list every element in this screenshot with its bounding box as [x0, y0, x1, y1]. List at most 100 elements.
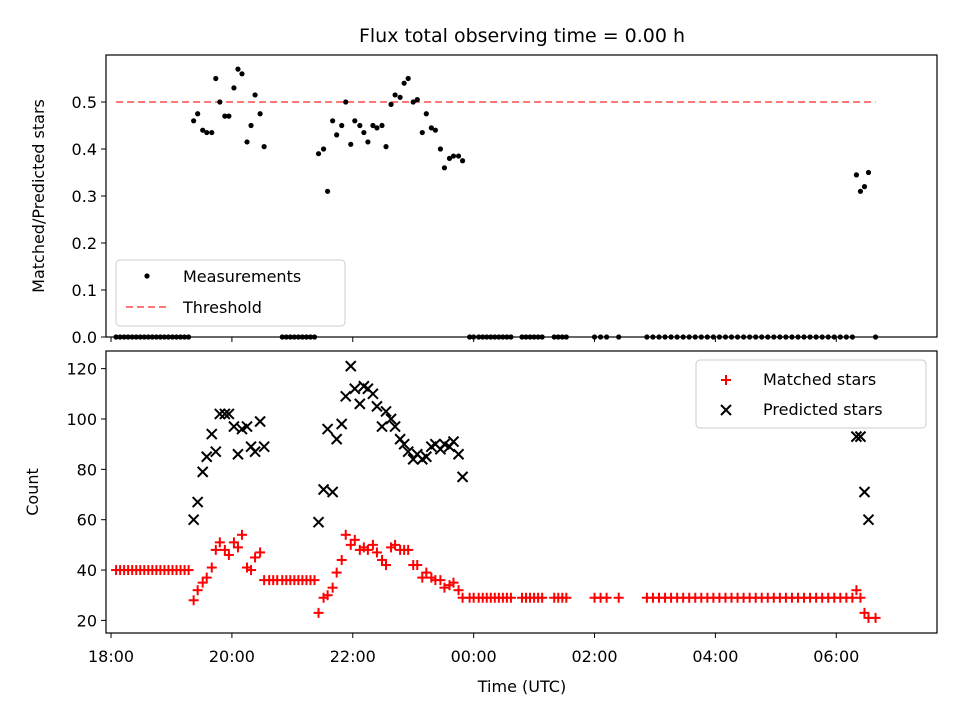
measurement-point [235, 66, 241, 72]
chart-title: Flux total observing time = 0.00 h [359, 25, 685, 47]
matched-star-point [197, 577, 208, 588]
predicted-star-point [345, 360, 357, 372]
measurement-point [195, 111, 201, 117]
predicted-star-stroke [452, 448, 465, 460]
matched-star-point [214, 537, 225, 548]
predicted-star-point [335, 418, 348, 430]
measurement-point [217, 99, 223, 105]
bottom-plot-marks [111, 360, 881, 623]
predicted-star-point [389, 420, 401, 433]
matched-star-point [855, 592, 866, 603]
measurement-point [405, 75, 411, 82]
measurement-point [325, 188, 331, 194]
matched-star-point [250, 552, 261, 563]
measurement-point [252, 92, 258, 98]
predicted-star-stroke [187, 513, 200, 526]
measurement-point [370, 122, 376, 129]
predicted-star-point [354, 398, 366, 410]
bottom-y-tick-label: 40 [77, 561, 97, 580]
measurement-point [441, 165, 448, 171]
bottom-axes: 20 40 60 80 100 120 18:00 20:00 22:00 00:00 02:00 0… [66, 350, 938, 666]
matched-star-point [613, 592, 624, 603]
top-plot-panel: 0.0 0.1 0.2 0.3 0.4 0.5 Matched/Predicted sta… [29, 54, 938, 347]
legend-label-matched-stars: Matched stars [763, 370, 876, 389]
predicted-star-stroke [850, 430, 863, 443]
predicted-star-point [223, 408, 235, 420]
predicted-star-stroke [362, 383, 374, 395]
measurement-point [200, 127, 206, 133]
matched-star-point [201, 572, 212, 583]
matched-star-point [340, 529, 351, 540]
predicted-star-stroke [345, 360, 357, 372]
predicted-star-point [232, 448, 244, 460]
predicted-star-stroke [354, 398, 366, 410]
bottom-y-tick-label: 80 [77, 460, 97, 479]
predicted-star-stroke [191, 496, 204, 508]
x-tick-label: 06:00 [813, 647, 859, 666]
legend-marker-measurements [144, 273, 150, 279]
matched-star-point [439, 582, 450, 593]
predicted-star-stroke [228, 420, 240, 433]
matched-star-point [349, 534, 360, 545]
predicted-star-stroke [854, 430, 867, 443]
predicted-star-stroke [420, 451, 433, 463]
predicted-star-point [317, 483, 330, 496]
bottom-axes-frame [105, 350, 938, 634]
predicted-star-point [210, 446, 222, 458]
matched-star-point [219, 544, 230, 555]
predicted-star-stroke [232, 448, 244, 460]
measurement-point [213, 75, 219, 82]
predicted-star-stroke [389, 420, 401, 433]
predicted-star-stroke [335, 418, 348, 430]
top-y-tick-label: 0.4 [72, 140, 97, 159]
matched-star-point [417, 572, 428, 583]
matched-star-point [188, 595, 199, 606]
measurement-point [446, 155, 453, 161]
predicted-star-point [385, 413, 397, 425]
measurement-point [257, 111, 263, 117]
predicted-star-point [254, 415, 266, 428]
top-y-tick-label: 0.5 [72, 93, 97, 112]
predicted-star-point [219, 408, 231, 420]
x-tick-label: 00:00 [451, 647, 497, 666]
matched-star-point [448, 577, 459, 588]
matched-star-point [206, 562, 217, 573]
matched-star-point [331, 567, 342, 578]
matched-star-point [851, 585, 862, 596]
matched-star-point [327, 582, 338, 593]
matched-star-point [561, 592, 572, 603]
top-legend-box [115, 259, 346, 327]
matched-star-point [381, 560, 392, 571]
predicted-star-stroke [358, 380, 370, 392]
measurement-point [261, 144, 267, 150]
legend-label-threshold: Threshold [182, 298, 262, 317]
predicted-star-stroke [321, 423, 334, 435]
predicted-star-stroke [258, 440, 270, 453]
measurement-point [315, 151, 322, 157]
predicted-star-point [862, 513, 875, 526]
measurement-point [320, 146, 327, 152]
measurement-point [334, 132, 340, 138]
predicted-star-stroke [447, 435, 460, 448]
measurement-point [450, 153, 457, 159]
predicted-star-point [349, 383, 361, 395]
x-tick-label: 04:00 [692, 647, 738, 666]
top-y-tick-label: 0.2 [72, 234, 97, 253]
measurement-point [248, 122, 254, 129]
matched-star-point [183, 565, 194, 576]
matched-star-point [313, 607, 324, 618]
matched-star-point [859, 607, 870, 618]
predicted-star-point [214, 408, 226, 420]
measurement-point [419, 129, 425, 136]
predicted-star-stroke [254, 415, 266, 428]
predicted-star-stroke [214, 408, 226, 420]
bottom-y-tick-label: 100 [66, 410, 97, 429]
predicted-star-point [249, 446, 261, 458]
predicted-star-stroke [398, 438, 410, 450]
top-y-tick-label: 0.1 [72, 281, 97, 300]
measurement-point [374, 125, 380, 131]
measurement-point [410, 99, 416, 105]
predicted-star-stroke [385, 413, 397, 425]
matched-star-point [435, 575, 446, 586]
measurement-point [244, 139, 250, 145]
